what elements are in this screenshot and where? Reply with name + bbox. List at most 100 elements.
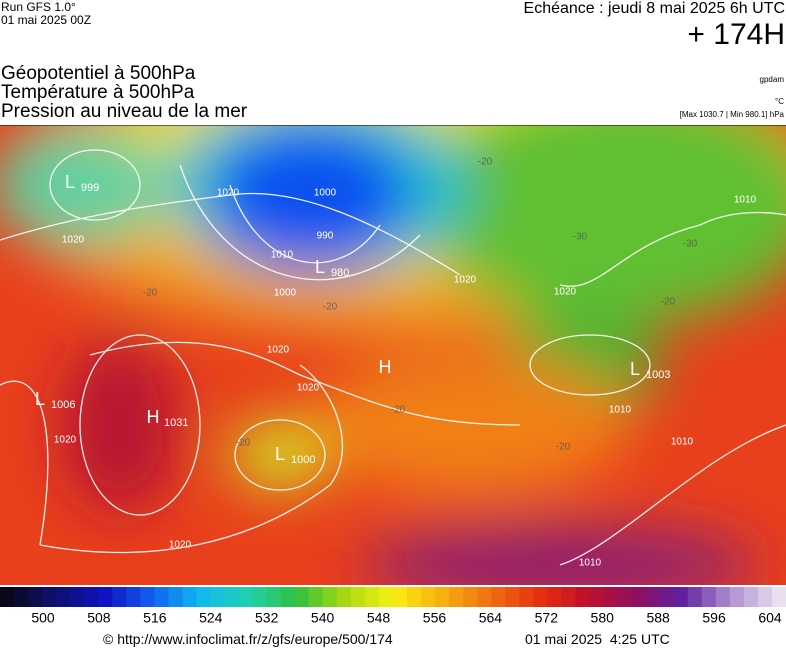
colorbar-tick-label: 532 — [255, 610, 279, 626]
echeance: Echéance : jeudi 8 mai 2025 6h UTC — [523, 0, 785, 17]
colorbar-swatch — [98, 587, 113, 607]
unit: °C — [775, 97, 784, 106]
layer: Géopotentiel à 500hPa — [1, 63, 196, 84]
colorbar-swatch — [70, 587, 85, 607]
isobar-label: 1010 — [671, 437, 694, 448]
colorbar-swatch — [659, 587, 675, 607]
colorbar-swatch — [631, 587, 647, 607]
run-date: 01 mai 2025 00Z — [1, 13, 92, 27]
colorbar-tick-label: 516 — [143, 610, 167, 626]
colorbar-swatch — [84, 587, 99, 607]
colorbar-swatch — [126, 587, 141, 607]
lead-time: + 174H — [687, 18, 785, 51]
isobar-label: 1010 — [734, 195, 757, 206]
colorbar-swatch — [673, 587, 689, 607]
temp-label: -20 — [478, 157, 493, 168]
colorbar-swatch — [743, 587, 759, 607]
temp-label: -20 — [143, 288, 158, 299]
colorbar-swatch — [645, 587, 661, 607]
colorbar-swatch — [308, 587, 324, 607]
isobar-label: 1000 — [314, 188, 337, 199]
unit: gpdam — [759, 75, 784, 84]
colorbar-swatch — [238, 587, 254, 607]
colorbar-swatch — [407, 587, 422, 607]
isobar-label: 1020 — [169, 540, 192, 551]
field — [0, 125, 786, 585]
isobar-label: 1020 — [217, 188, 240, 199]
colorbar-swatch — [112, 587, 127, 607]
isobar-label: 1010 — [609, 405, 632, 416]
center-letter: L — [275, 444, 285, 464]
center-value: 1006 — [51, 399, 75, 411]
center-value: 999 — [81, 182, 99, 194]
center-value: 1000 — [291, 454, 315, 466]
colorbar-swatch — [378, 587, 394, 607]
center-value: 1031 — [164, 417, 188, 429]
colorbar-swatch — [617, 587, 633, 607]
isobar-label: 1020 — [297, 383, 320, 394]
colorbar-swatch — [449, 587, 464, 607]
colorbar-swatch — [561, 587, 576, 607]
colorbar-swatch — [196, 587, 212, 607]
colorbar-swatch — [42, 587, 57, 607]
colorbar-swatch — [771, 587, 786, 607]
colorbar-swatch — [294, 587, 310, 607]
colorbar-swatch — [477, 587, 492, 607]
center-value: 1003 — [646, 369, 670, 381]
footer-url: © http://www.infoclimat.fr/z/gfs/europe/… — [103, 631, 393, 647]
colorbar-swatch — [140, 587, 155, 607]
colorbar-swatch — [463, 587, 478, 607]
center-letter: L — [315, 257, 325, 277]
isobar-label: 1010 — [271, 250, 294, 261]
colorbar-swatch — [210, 587, 226, 607]
unit: [Max 1030.7 | Min 980.1] hPa — [679, 110, 784, 119]
colorbar-swatch — [224, 587, 240, 607]
isobar-label: 1020 — [267, 345, 290, 356]
colorbar-tick-label: 524 — [199, 610, 223, 626]
colorbar-swatch — [575, 587, 590, 607]
temp-label: -20 — [556, 442, 571, 453]
center-letter: L — [630, 359, 640, 379]
colorbar-tick-label: 596 — [702, 610, 726, 626]
colorbar-swatch — [547, 587, 562, 607]
layer: Pression au niveau de la mer — [1, 101, 248, 122]
colorbar-tick-label: 588 — [646, 610, 670, 626]
colorbar-swatch — [0, 587, 15, 607]
colorbar-swatch — [280, 587, 296, 607]
colorbar-swatch — [322, 587, 338, 607]
colorbar-swatch — [350, 587, 366, 607]
temp-label: -30 — [573, 232, 588, 243]
temp-label: -20 — [391, 405, 406, 416]
isobar-label: 1020 — [454, 275, 477, 286]
run: Run GFS 1.0° — [1, 0, 76, 14]
isobar-label: 1000 — [274, 288, 297, 299]
colorbar-swatch — [252, 587, 268, 607]
isobar-label: 1010 — [579, 558, 602, 569]
footer-timestamp: 01 mai 2025 4:25 UTC — [525, 631, 670, 647]
colorbar-tick-label: 604 — [758, 610, 782, 626]
colorbar-tick-label: 580 — [591, 610, 615, 626]
colorbar-swatch — [757, 587, 773, 607]
colorbar-swatch — [421, 587, 436, 607]
colorbar-swatch — [435, 587, 450, 607]
temp-label: -20 — [236, 438, 251, 449]
colorbar-tick-label: 508 — [87, 610, 111, 626]
colorbar-swatch — [266, 587, 282, 607]
center-value: 980 — [331, 267, 349, 279]
colorbar-tick-label: 500 — [31, 610, 55, 626]
layer: Température à 500hPa — [1, 82, 195, 103]
temp-label: -20 — [661, 297, 676, 308]
colorbar-tick-label: 564 — [479, 610, 503, 626]
colorbar-swatch — [519, 587, 534, 607]
colorbar-swatch — [687, 587, 703, 607]
colorbar-tick-label: 540 — [311, 610, 335, 626]
colorbar-swatch — [505, 587, 520, 607]
colorbar-swatch — [168, 587, 183, 607]
colorbar-swatch — [154, 587, 169, 607]
colorbar: 500 508 516 524 532 540 548 556 564 572 580 588 596 6… — [0, 587, 786, 626]
colorbar-swatch — [491, 587, 506, 607]
colorbar-tick-label: 556 — [423, 610, 447, 626]
center-letter: L — [65, 172, 75, 192]
colorbar-swatch — [701, 587, 717, 607]
